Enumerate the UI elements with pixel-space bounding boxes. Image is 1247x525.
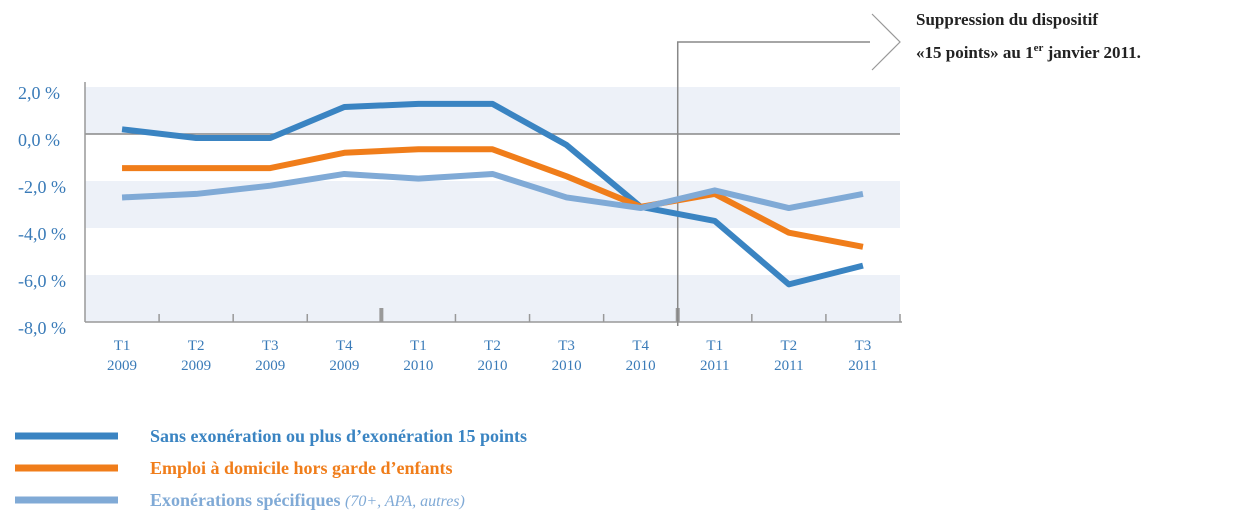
annotation-sup: er: [1034, 42, 1044, 54]
x-tick-label: T4: [632, 338, 649, 354]
series-line: [121, 170, 864, 212]
grid-band: [85, 275, 900, 322]
x-tick-label: 2009: [107, 358, 137, 374]
annotation-line: [676, 41, 870, 326]
grid-band: [85, 87, 900, 134]
legend-label: Exonérations spécifiques (70+, APA, autr…: [150, 490, 465, 510]
x-tick-label: T2: [781, 338, 798, 354]
x-tick-label: 2010: [478, 358, 508, 374]
x-tick-label: 2010: [403, 358, 433, 374]
x-tick-label: 2009: [181, 358, 211, 374]
x-tick-label: T4: [336, 338, 353, 354]
y-tick-label: 0,0 %: [18, 130, 60, 150]
x-tick-label: T3: [262, 338, 279, 354]
y-tick-label: -8,0 %: [18, 318, 66, 338]
series-line: [121, 100, 864, 288]
legend-label: Sans exonération ou plus d’exonération 1…: [150, 426, 527, 446]
x-tick-label: T2: [188, 338, 205, 354]
annotation-line: «15 points» au 1er janvier 2011.: [916, 42, 1141, 62]
x-tick-label: T1: [410, 338, 427, 354]
legend-name: Sans exonération ou plus d’exonération 1…: [150, 426, 527, 446]
x-tick-label: T3: [558, 338, 575, 354]
y-tick-label: -2,0 %: [18, 177, 66, 197]
legend-name: Exonérations spécifiques: [150, 490, 341, 510]
y-tick-label: -4,0 %: [18, 224, 66, 244]
x-tick-label: T3: [855, 338, 872, 354]
y-tick-label: 2,0 %: [18, 83, 60, 103]
annotation-text: janvier 2011.: [1043, 43, 1140, 62]
x-tick-label: 2009: [255, 358, 285, 374]
x-tick-label: 2010: [552, 358, 582, 374]
legend-note: (70+, APA, autres): [345, 493, 465, 510]
x-tick-label: T1: [706, 338, 723, 354]
x-tick-label: 2009: [329, 358, 359, 374]
annotation-text: «15 points» au 1: [916, 43, 1034, 62]
annotation-arrow: [871, 13, 901, 71]
x-tick-label: 2010: [626, 358, 656, 374]
x-tick-label: 2011: [774, 358, 803, 374]
y-tick-label: -6,0 %: [18, 271, 66, 291]
x-tick-label: T1: [114, 338, 131, 354]
legend-label: Emploi à domicile hors garde d’enfants: [150, 458, 453, 478]
x-tick-label: T2: [484, 338, 501, 354]
legend-name: Emploi à domicile hors garde d’enfants: [150, 458, 453, 478]
x-tick-label: 2011: [700, 358, 729, 374]
annotation-line: Suppression du dispositif: [916, 10, 1098, 29]
series-line: [122, 146, 864, 250]
x-tick-label: 2011: [848, 358, 877, 374]
